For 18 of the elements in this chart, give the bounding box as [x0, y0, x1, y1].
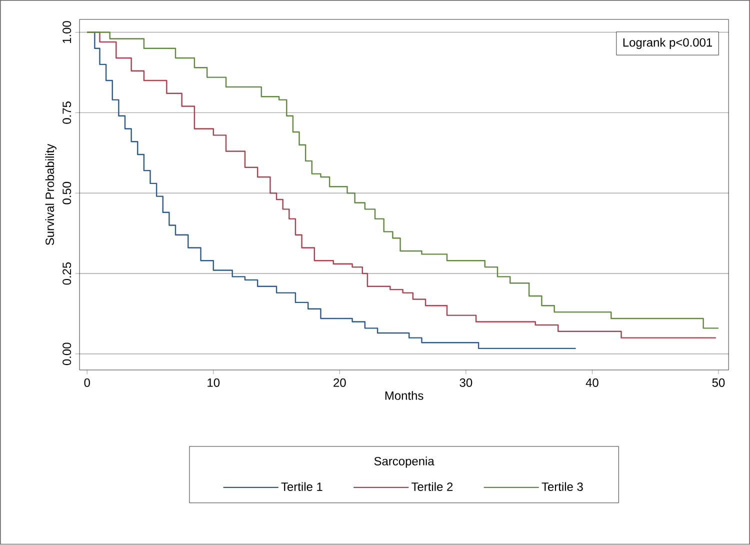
legend-label: Tertile 1 — [281, 482, 322, 492]
legend-label: Tertile 3 — [542, 482, 583, 492]
annotation: Logrank p<0.001 — [623, 38, 712, 50]
y-tick-label: 0.00 — [62, 342, 72, 366]
y-tick-label: 1.00 — [62, 21, 72, 44]
legend-title: Sarcopenia — [374, 456, 434, 468]
x-tick-label: 50 — [712, 378, 725, 388]
y-tick-label: 0.75 — [62, 102, 72, 124]
x-tick-label: 20 — [334, 378, 346, 388]
x-tick-label: 40 — [586, 378, 598, 388]
y-tick-label: 0.50 — [62, 182, 72, 204]
legend-label: Tertile 2 — [412, 482, 453, 492]
y-tick-label: 0.25 — [62, 262, 72, 285]
x-tick-label: 30 — [460, 378, 472, 388]
x-tick-label: 10 — [208, 378, 220, 388]
y-axis-title: Survival Probability — [45, 144, 56, 246]
x-axis-title: Months — [385, 391, 424, 400]
x-tick-label: 0 — [84, 378, 90, 388]
